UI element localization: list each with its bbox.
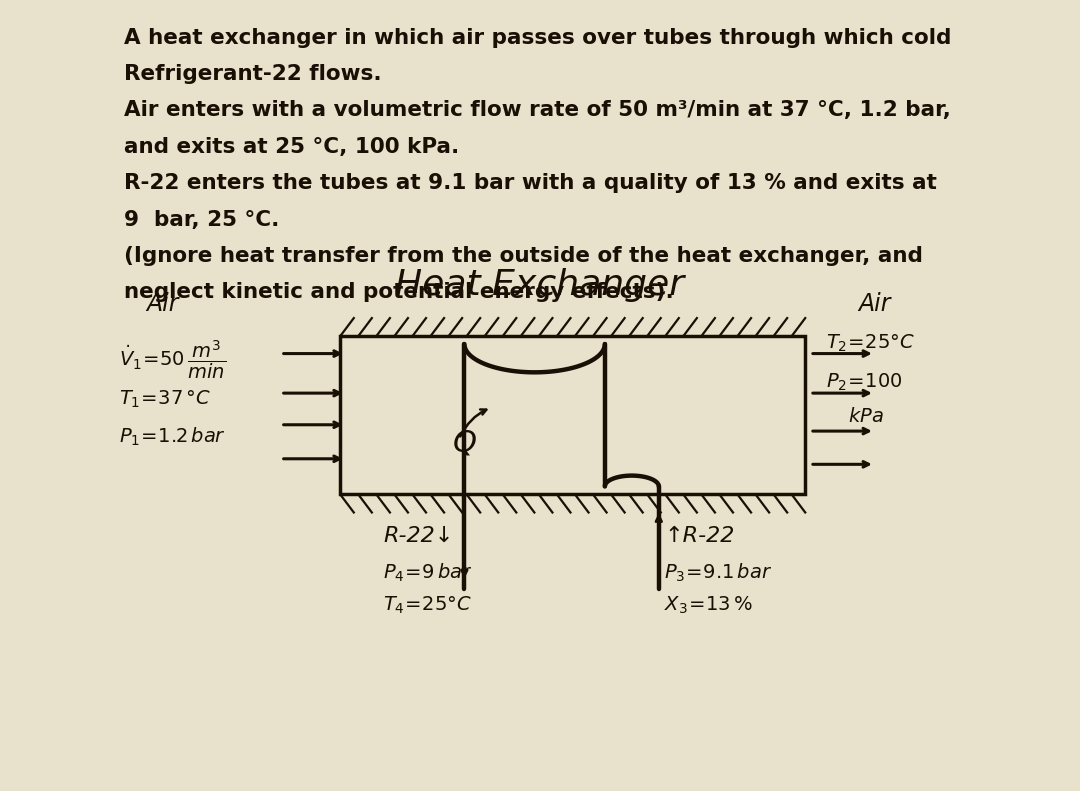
Text: Air enters with a volumetric flow rate of 50 m³/min at 37 °C, 1.2 bar,: Air enters with a volumetric flow rate o… [124, 100, 951, 120]
Text: 9  bar, 25 °C.: 9 bar, 25 °C. [124, 210, 280, 229]
Text: $X_3\!=\!13\,\%$: $X_3\!=\!13\,\%$ [664, 595, 753, 616]
Text: (Ignore heat transfer from the outside of the heat exchanger, and: (Ignore heat transfer from the outside o… [124, 246, 923, 266]
Text: Q: Q [453, 429, 476, 457]
Text: Air: Air [859, 293, 891, 316]
Text: $\dot{V}_1\!=\!50\,\dfrac{m^3}{min}$: $\dot{V}_1\!=\!50\,\dfrac{m^3}{min}$ [119, 338, 226, 380]
Text: R-22 enters the tubes at 9.1 bar with a quality of 13 % and exits at: R-22 enters the tubes at 9.1 bar with a … [124, 173, 937, 193]
Text: $P_4\!=\!9\,bar$: $P_4\!=\!9\,bar$ [383, 562, 473, 584]
Text: A heat exchanger in which air passes over tubes through which cold: A heat exchanger in which air passes ove… [124, 28, 951, 47]
Text: ↑R-22: ↑R-22 [664, 526, 734, 546]
Text: $T_4\!=\!25°C$: $T_4\!=\!25°C$ [383, 595, 472, 616]
Text: R-22↓: R-22↓ [383, 526, 454, 546]
Text: $P_2\!=\!100$: $P_2\!=\!100$ [826, 372, 903, 393]
Text: and exits at 25 °C, 100 kPa.: and exits at 25 °C, 100 kPa. [124, 137, 459, 157]
Text: $P_1\!=\!1.2\,bar$: $P_1\!=\!1.2\,bar$ [119, 426, 226, 448]
Text: $kPa$: $kPa$ [848, 407, 883, 426]
Text: neglect kinetic and potential energy effects).: neglect kinetic and potential energy eff… [124, 282, 674, 302]
Text: Air: Air [146, 293, 178, 316]
Text: Refrigerant-22 flows.: Refrigerant-22 flows. [124, 64, 382, 84]
Text: Heat Exchanger: Heat Exchanger [395, 268, 685, 302]
Text: $P_3\!=\!9.1\,bar$: $P_3\!=\!9.1\,bar$ [664, 562, 772, 584]
Text: $T_2\!=\!25°C$: $T_2\!=\!25°C$ [826, 332, 915, 354]
Text: $T_1\!=\!37\,°C$: $T_1\!=\!37\,°C$ [119, 389, 211, 411]
